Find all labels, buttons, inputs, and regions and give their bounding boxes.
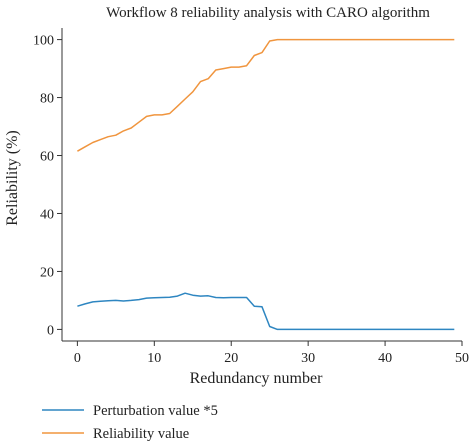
- y-tick-label: 0: [47, 323, 54, 338]
- series-line-reliability: [77, 38, 455, 152]
- x-tick-label: 20: [224, 351, 238, 366]
- x-tick-label: 50: [455, 351, 469, 366]
- x-tick-label: 30: [301, 351, 315, 366]
- y-tick-label: 20: [40, 265, 54, 280]
- series-lines: [77, 38, 455, 331]
- chart-title: Workflow 8 reliability analysis with CAR…: [106, 5, 430, 21]
- legend-label: Reliability value: [93, 426, 189, 442]
- y-tick-label: 100: [33, 34, 54, 49]
- legend-label: Perturbation value *5: [93, 403, 218, 419]
- x-ticks: 0 10 20 30 40 50: [74, 341, 469, 366]
- y-axis-label: Reliability (%): [4, 130, 21, 226]
- y-ticks: 0 20 40 60 80 100: [33, 34, 62, 338]
- y-tick-label: 80: [40, 92, 54, 107]
- x-tick-label: 40: [378, 351, 392, 366]
- x-tick-label: 10: [147, 351, 161, 366]
- y-tick-label: 60: [40, 150, 54, 165]
- series-line-perturbation: [77, 292, 455, 331]
- x-tick-label: 0: [74, 351, 81, 366]
- axes: [61, 28, 462, 342]
- legend: Perturbation value *5 Reliability value: [42, 403, 218, 442]
- y-tick-label: 40: [40, 207, 54, 222]
- x-axis-label: Redundancy number: [190, 370, 324, 387]
